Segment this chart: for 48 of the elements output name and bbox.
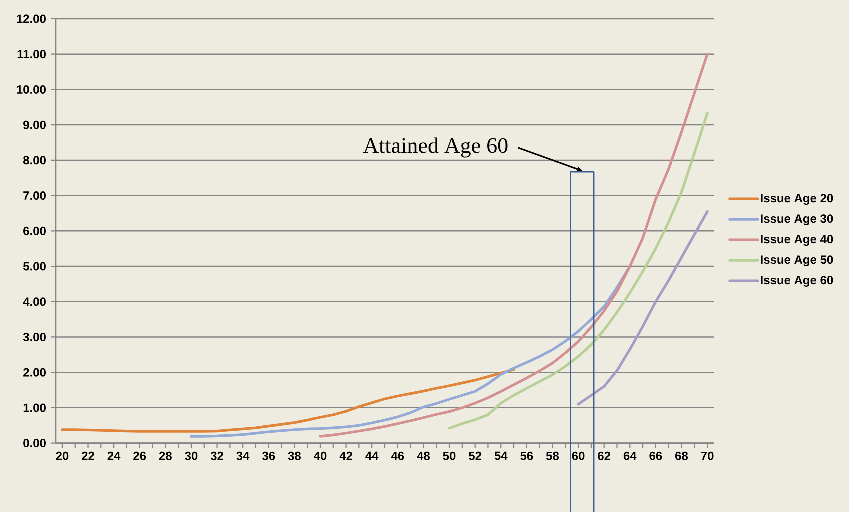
x-tick-label: 66 (650, 452, 662, 460)
x-tick-label: 70 (701, 452, 714, 460)
x-tick-label: 46 (391, 452, 404, 460)
y-tick-label: 10.00 (17, 85, 46, 94)
x-tick-label: 22 (82, 452, 94, 460)
x-tick-label: 56 (520, 452, 534, 460)
x-tick-label: 36 (262, 452, 276, 460)
x-tick-label: 30 (185, 452, 198, 460)
line-series (190, 265, 632, 438)
y-tick-label: 12.00 (17, 14, 46, 24)
legend-label: Issue Age 30 (761, 214, 834, 226)
y-tick-label: 0.00 (24, 439, 46, 448)
ref-line-label: Attained Age 60 (363, 138, 508, 158)
legend-label: Issue Age 20 (761, 194, 834, 206)
x-tick-label: 38 (288, 452, 301, 460)
x-tick-label: 58 (546, 452, 560, 460)
legend-label: Issue Age 60 (761, 276, 834, 287)
y-tick-label: 7.00 (24, 192, 46, 200)
x-tick-label: 42 (340, 452, 352, 460)
x-tick-label: 26 (134, 452, 146, 460)
y-tick-label: 2.00 (24, 368, 46, 377)
y-tick-label: 11.00 (18, 50, 46, 59)
y-tick-label: 1.00 (24, 404, 46, 412)
x-tick-label: 40 (314, 452, 327, 460)
x-tick-label: 34 (236, 452, 250, 460)
x-tick-label: 44 (366, 452, 379, 460)
x-tick-label: 24 (108, 452, 121, 460)
y-tick-label: 9.00 (24, 120, 46, 130)
x-tick-label: 20 (56, 452, 69, 460)
x-tick-label: 48 (417, 452, 430, 460)
y-tick-label: 8.00 (23, 156, 46, 165)
x-tick-label: 32 (210, 452, 224, 460)
x-tick-label: 62 (598, 452, 611, 460)
y-tick-label: 5.00 (23, 262, 46, 271)
y-tick-label: 3.00 (23, 332, 46, 342)
x-tick-label: 60 (572, 452, 585, 460)
legend-label: Issue Age 50 (761, 256, 834, 267)
x-tick-label: 54 (494, 452, 508, 460)
x-tick-label: 28 (159, 452, 172, 460)
x-tick-label: 50 (443, 452, 456, 460)
y-tick-label: 4.00 (23, 298, 46, 306)
legend-label: Issue Age 40 (761, 235, 834, 246)
line-series (577, 210, 709, 406)
line-series (319, 53, 709, 438)
y-tick-label: 6.00 (24, 226, 46, 236)
x-tick-label: 52 (469, 452, 482, 460)
x-tick-label: 64 (624, 452, 637, 460)
x-tick-label: 68 (676, 452, 688, 460)
